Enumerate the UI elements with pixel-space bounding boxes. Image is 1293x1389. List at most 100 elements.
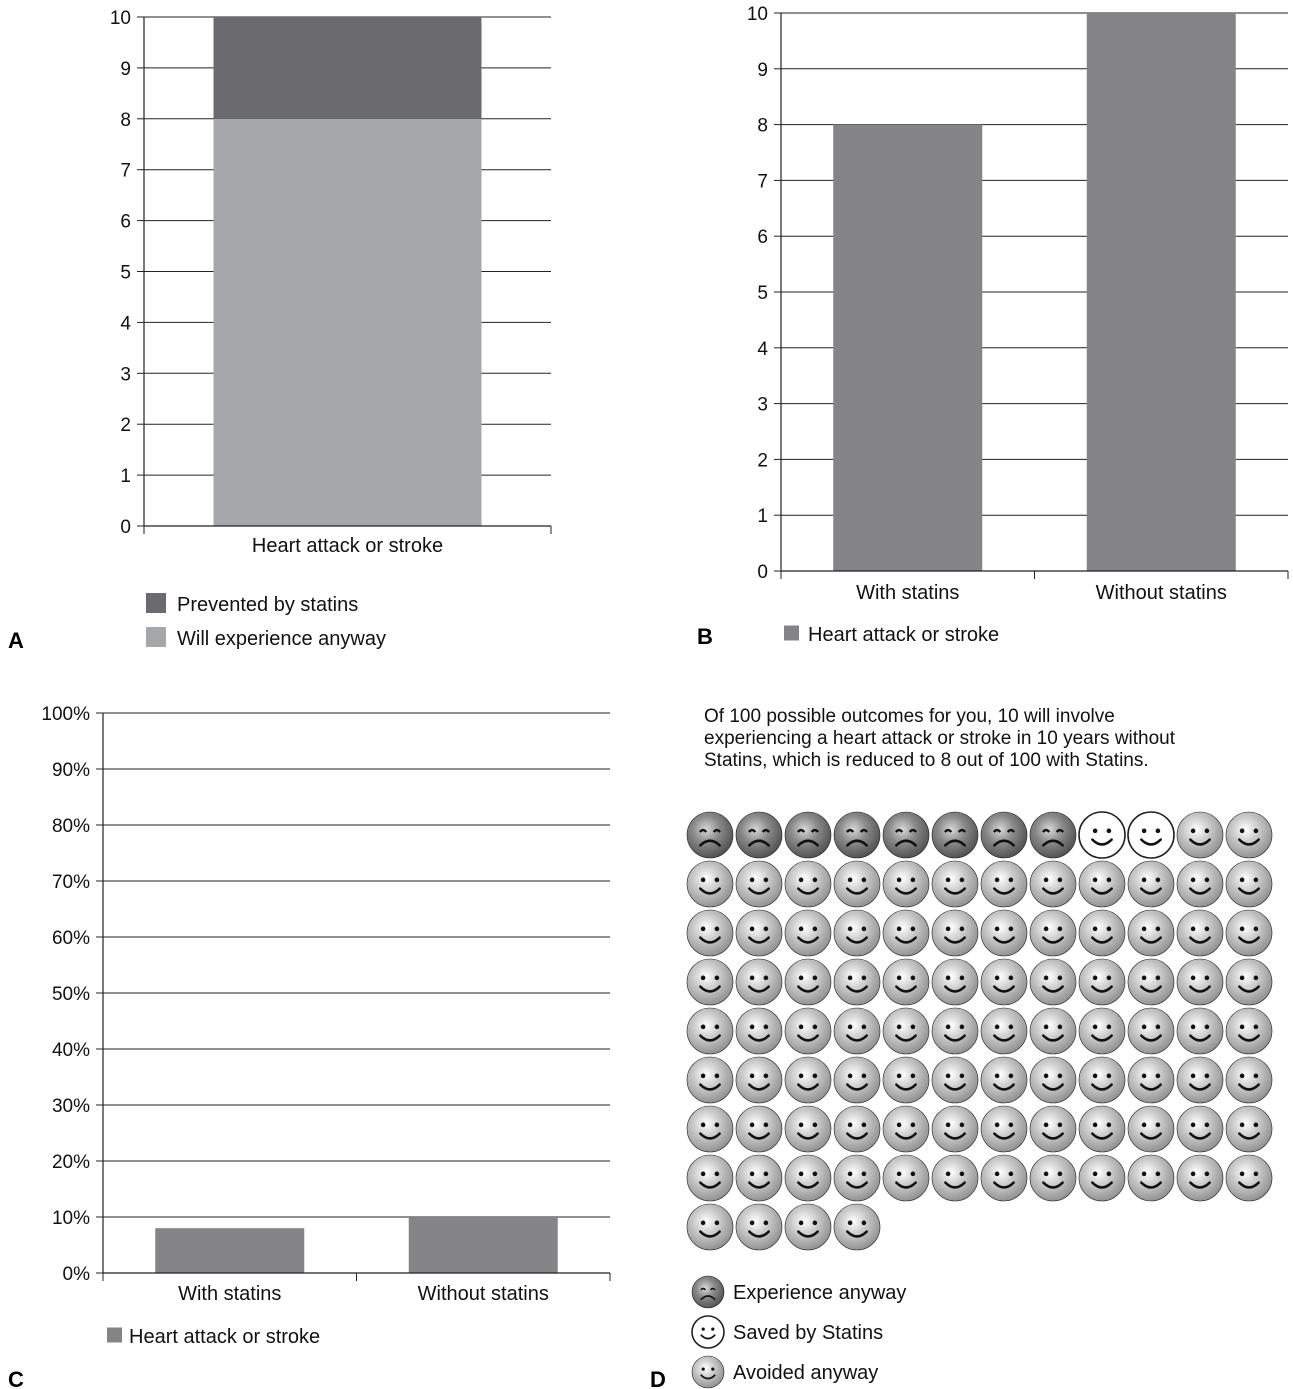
- y-tick-label: 10: [747, 4, 768, 25]
- face-eye: [1106, 1073, 1112, 1079]
- face-eye: [1043, 1073, 1049, 1079]
- face-eye: [994, 1024, 1000, 1030]
- face-mouth: [699, 1181, 721, 1189]
- panel-b-chart: 0 1 2 3 4 5 6 7 8 9 10 With statins Without statins H…: [747, 4, 1289, 646]
- face-eye: [1041, 828, 1051, 833]
- outcome-icon-avoided: [1029, 1154, 1077, 1202]
- bar-heart-attack-or-stroke-seg1: [213, 17, 482, 119]
- face-circle: [735, 860, 783, 908]
- face-eye: [1204, 975, 1210, 981]
- outcome-icon-avoided: [1225, 1007, 1273, 1055]
- face-eye: [1190, 1171, 1196, 1177]
- face-mouth: [895, 839, 917, 847]
- face-circle: [980, 1056, 1028, 1104]
- face-eye: [1141, 1024, 1147, 1030]
- face-eye: [763, 1220, 769, 1226]
- face-mouth: [993, 1132, 1015, 1140]
- outcome-icon-avoided: [882, 1105, 930, 1153]
- outcome-icon-experience-anyway: [833, 811, 881, 859]
- x-category-label: Heart attack or stroke: [252, 535, 443, 557]
- outcome-icon-avoided: [882, 909, 930, 957]
- outcome-icon-avoided: [686, 1105, 734, 1153]
- face-circle: [833, 909, 881, 957]
- face-circle: [1225, 1154, 1273, 1202]
- outcome-icon-avoided: [1176, 1105, 1224, 1153]
- face-eye: [1008, 877, 1014, 883]
- face-eye: [714, 1171, 720, 1177]
- outcome-icon-avoided: [1127, 1056, 1175, 1104]
- face-eye: [1106, 926, 1112, 932]
- face-mouth: [1140, 838, 1162, 846]
- outcome-icon-avoided: [686, 1203, 734, 1251]
- outcome-icon-avoided: [784, 1007, 832, 1055]
- face-eye: [749, 926, 755, 932]
- outcome-icon-avoided: [1176, 1056, 1224, 1104]
- face-mouth: [895, 1181, 917, 1189]
- face-eye: [812, 1220, 818, 1226]
- face-eye: [1141, 975, 1147, 981]
- face-circle: [735, 811, 783, 859]
- face-eye: [1043, 926, 1049, 932]
- outcome-icon-avoided: [735, 1203, 783, 1251]
- legend-swatch: [146, 627, 166, 647]
- face-eye: [1092, 877, 1098, 883]
- face-circle: [1225, 909, 1273, 957]
- y-tick-label: 70%: [52, 872, 90, 893]
- face-eye: [749, 975, 755, 981]
- face-eye: [1239, 926, 1245, 932]
- face-mouth: [993, 1034, 1015, 1042]
- outcome-icon-avoided: [735, 909, 783, 957]
- face-eye: [861, 1073, 867, 1079]
- outcome-icon-avoided: [735, 1056, 783, 1104]
- outcome-icon-avoided: [1078, 1105, 1126, 1153]
- face-circle: [686, 909, 734, 957]
- outcome-icon-avoided: [931, 909, 979, 957]
- outcome-icon-avoided: [686, 1007, 734, 1055]
- y-tick-label: 60%: [52, 928, 90, 949]
- face-circle: [735, 909, 783, 957]
- face-circle: [1127, 860, 1175, 908]
- face-eye: [749, 877, 755, 883]
- face-mouth: [846, 1181, 868, 1189]
- face-mouth: [846, 887, 868, 895]
- face-circle: [1078, 1105, 1126, 1153]
- face-eye: [1239, 1073, 1245, 1079]
- outcome-icon-avoided: [735, 1007, 783, 1055]
- y-tick-label: 90%: [52, 760, 90, 781]
- outcome-icon-avoided: [833, 1203, 881, 1251]
- face-eye: [749, 1024, 755, 1030]
- face-circle: [931, 860, 979, 908]
- face-eye: [1253, 1024, 1259, 1030]
- face-eye: [1141, 1122, 1147, 1128]
- face-circle: [1029, 811, 1077, 859]
- face-mouth: [944, 887, 966, 895]
- outcome-icon-avoided: [882, 1154, 930, 1202]
- face-mouth: [700, 1295, 716, 1301]
- face-eye: [1204, 1171, 1210, 1177]
- legend-label: Will experience anyway: [177, 628, 386, 650]
- face-eye: [845, 828, 855, 833]
- face-circle: [735, 1056, 783, 1104]
- face-circle: [784, 909, 832, 957]
- face-eye: [1155, 1024, 1161, 1030]
- face-mouth: [699, 985, 721, 993]
- face-eye: [1155, 1171, 1161, 1177]
- face-eye: [1155, 828, 1161, 834]
- y-tick-label: 20%: [52, 1152, 90, 1173]
- outcome-icon-avoided: [980, 860, 1028, 908]
- outcome-icon-avoided: [1127, 860, 1175, 908]
- face-mouth: [1042, 887, 1064, 895]
- outcome-icon-avoided: [1127, 1154, 1175, 1202]
- face-circle: [1176, 1007, 1224, 1055]
- y-tick-label: 8: [120, 110, 131, 131]
- legend-label: Prevented by statins: [177, 594, 358, 616]
- face-eye: [992, 828, 1002, 833]
- outcome-icon-avoided: [980, 909, 1028, 957]
- y-tick-label: 0: [120, 517, 131, 538]
- face-eye: [1204, 1122, 1210, 1128]
- face-eye: [1204, 1024, 1210, 1030]
- face-mouth: [895, 1034, 917, 1042]
- outcome-icon-avoided: [1029, 1007, 1077, 1055]
- legend-label: Heart attack or stroke: [808, 624, 999, 646]
- face-eye: [812, 1073, 818, 1079]
